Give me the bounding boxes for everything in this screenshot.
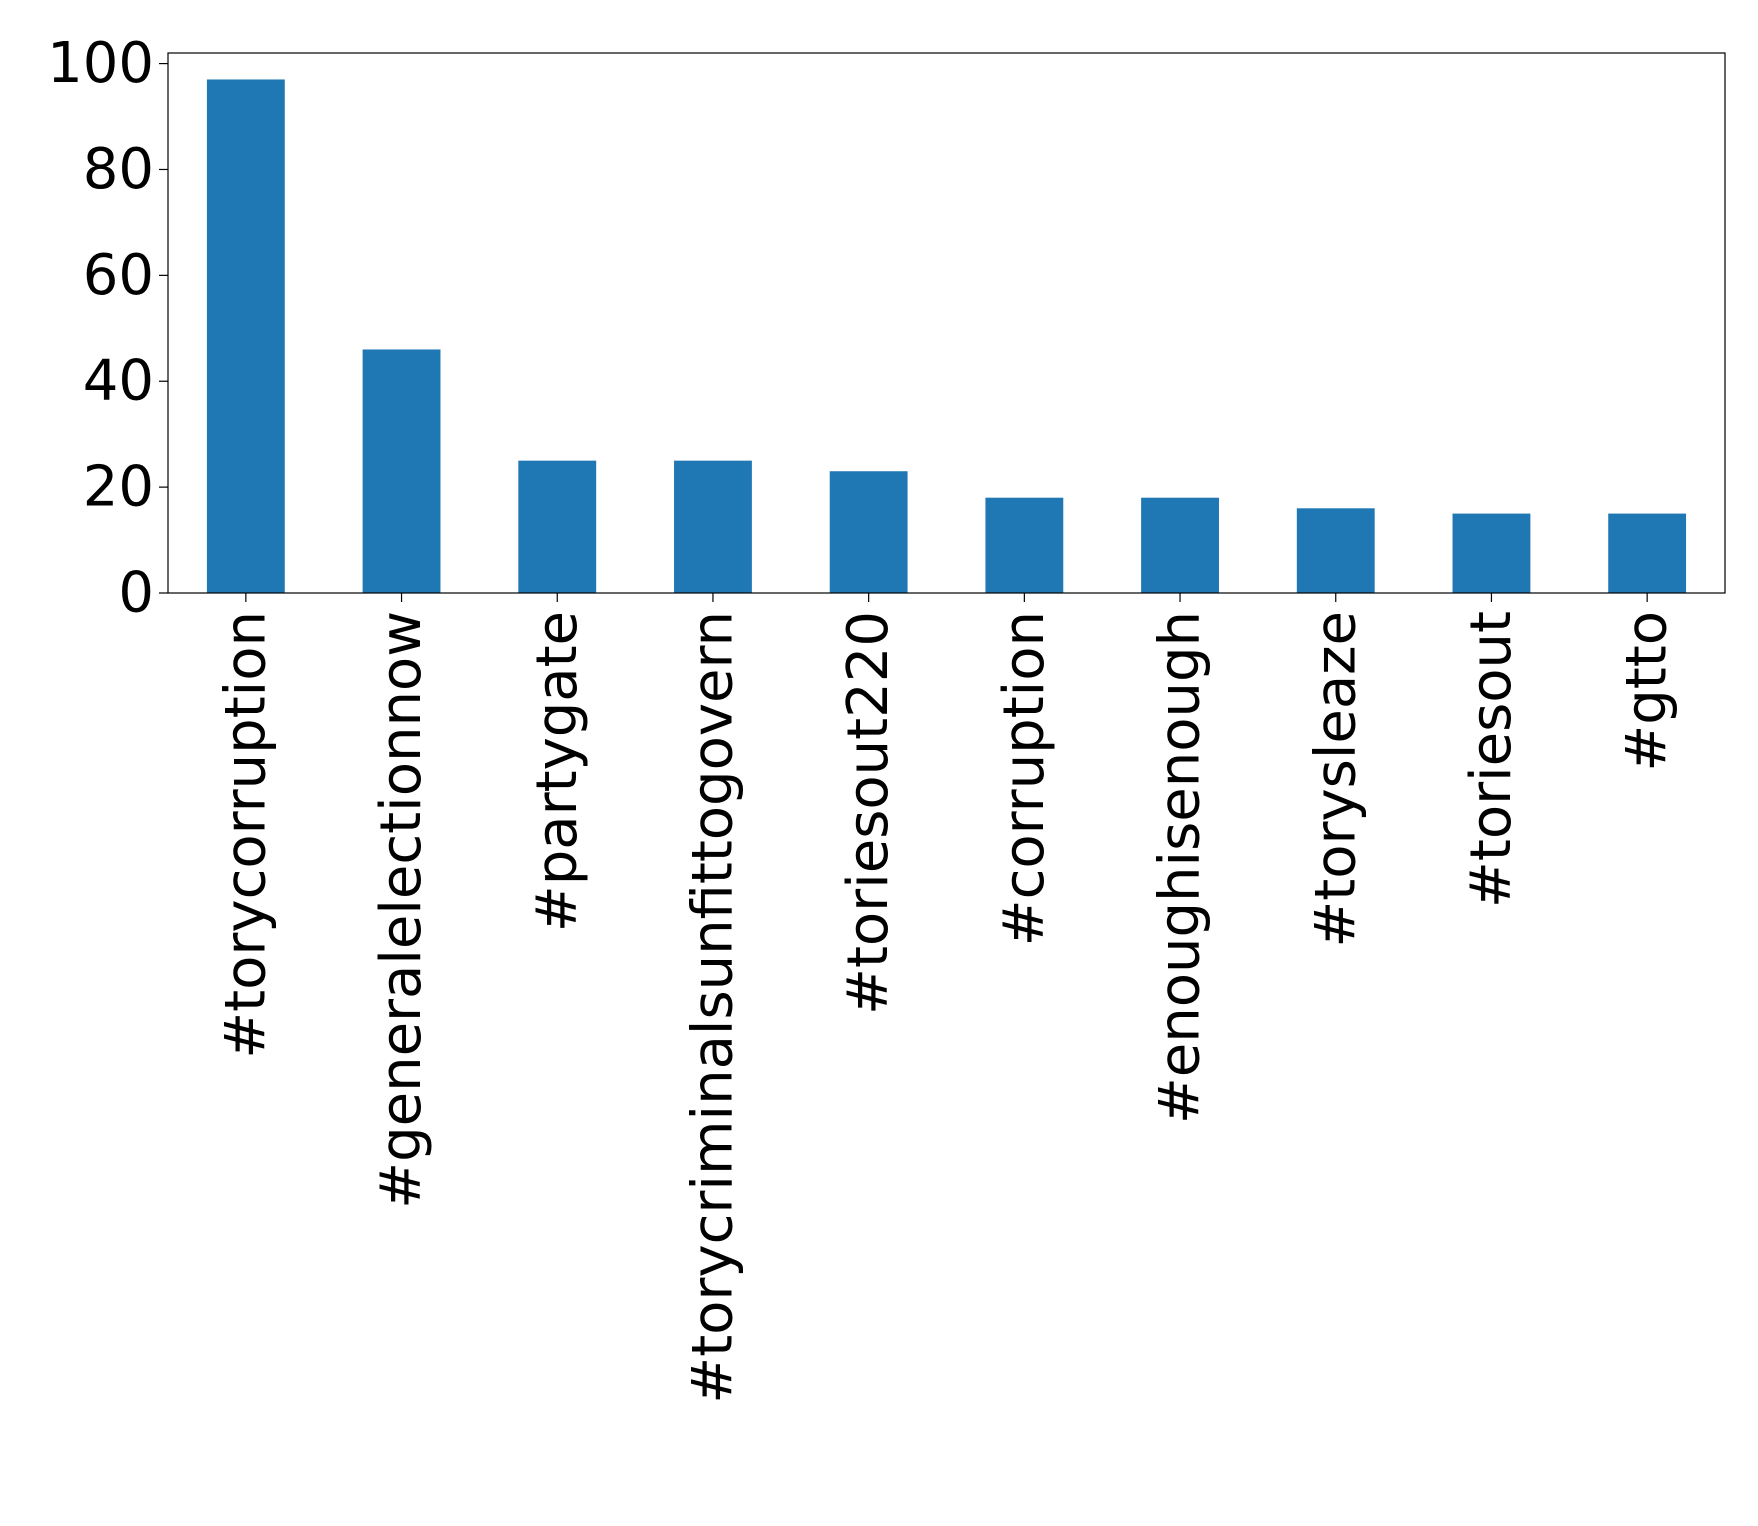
y-tick-label: 0 (118, 561, 154, 626)
bars-group (206, 79, 1687, 594)
y-tick-label: 40 (83, 349, 154, 414)
y-tick-label: 60 (83, 243, 154, 308)
y-tick-label: 80 (83, 137, 154, 202)
bar-torycriminalsunfittogovern (674, 460, 752, 593)
bar-torysleaze (1296, 508, 1375, 593)
bar-enoughisenough (1141, 497, 1219, 593)
y-tick-label: 100 (47, 31, 154, 96)
x-tick-label: #torycorruption (213, 611, 278, 1059)
x-tick-label: #torysleaze (1303, 611, 1368, 948)
x-tick-label: #toriesout220 (836, 611, 901, 1015)
x-axis: #torycorruption #generalelectionnow #party… (213, 593, 1680, 1404)
bar-toriesout220 (829, 471, 908, 593)
bar-toriesout (1452, 513, 1531, 593)
x-tick-label: #partygate (525, 611, 590, 932)
y-axis: 0 20 40 60 80 100 (47, 31, 168, 626)
bar-partygate (518, 460, 597, 593)
x-tick-label: #gtto (1615, 611, 1680, 772)
plot-frame (167, 52, 1726, 594)
x-tick-label: #toriesout (1459, 611, 1524, 908)
bar-gtto (1608, 513, 1687, 593)
x-tick-label: #enoughisenough (1148, 611, 1213, 1124)
x-tick-label: #generalelectionnow (369, 611, 434, 1209)
bar-torycorruption (206, 79, 285, 594)
bar-generalelectionnow (362, 349, 441, 593)
x-tick-label: #corruption (992, 611, 1057, 946)
x-tick-label: #torycriminalsunfittogovern (680, 611, 745, 1404)
y-tick-label: 20 (83, 455, 154, 520)
bar-corruption (985, 497, 1064, 593)
